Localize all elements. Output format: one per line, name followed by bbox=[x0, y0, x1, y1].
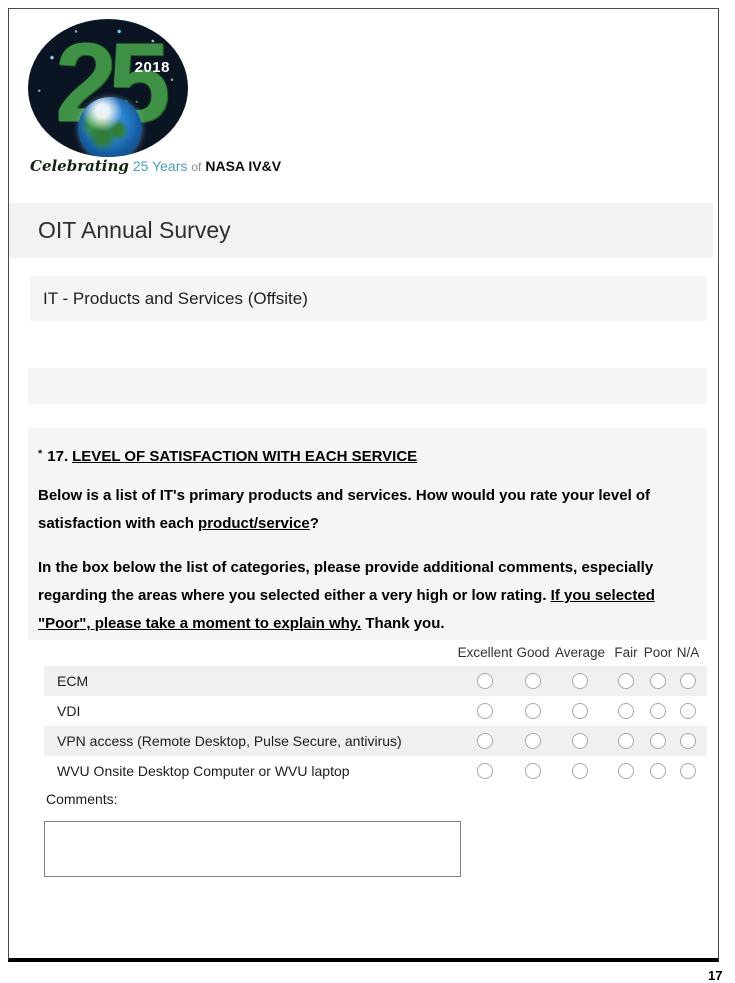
column-header-average: Average bbox=[554, 645, 606, 660]
question-intro-paragraph-2: In the box below the list of categories,… bbox=[38, 554, 693, 638]
column-header-excellent: Excellent bbox=[457, 645, 513, 660]
radio-vdi-na[interactable] bbox=[680, 703, 696, 719]
radio-ecm-good[interactable] bbox=[525, 673, 541, 689]
radio-wvu-average[interactable] bbox=[572, 763, 588, 779]
question-number: 17. bbox=[47, 448, 69, 465]
radio-vpn-na[interactable] bbox=[680, 733, 696, 749]
tagline-25-years: 25 Years bbox=[132, 158, 188, 174]
row-label: VDI bbox=[57, 703, 81, 719]
radio-vpn-good[interactable] bbox=[525, 733, 541, 749]
tagline-nasa-ivv: NASA IV&V bbox=[205, 158, 282, 174]
radio-vpn-average[interactable] bbox=[572, 733, 588, 749]
radio-vdi-poor[interactable] bbox=[650, 703, 666, 719]
table-row-vdi: VDI bbox=[44, 696, 707, 726]
column-header-poor: Poor bbox=[643, 645, 673, 660]
table-row-wvu-desktop: WVU Onsite Desktop Computer or WVU lapto… bbox=[44, 756, 707, 786]
survey-page: 25 2018 Celebrating 25 Years of NASA IV&V O… bbox=[8, 8, 719, 962]
comments-label: Comments: bbox=[46, 791, 118, 807]
para1-text: Below is a list of IT's primary products… bbox=[38, 487, 651, 532]
table-row-vpn: VPN access (Remote Desktop, Pulse Secure… bbox=[44, 726, 707, 756]
row-label: VPN access (Remote Desktop, Pulse Secure… bbox=[57, 733, 402, 749]
earth-globe-icon bbox=[78, 97, 142, 157]
page-number: 17 bbox=[708, 968, 723, 983]
radio-wvu-good[interactable] bbox=[525, 763, 541, 779]
rating-matrix: ECM VDI VPN access (Remote Desktop, Puls… bbox=[44, 666, 707, 786]
survey-title: OIT Annual Survey bbox=[38, 217, 231, 243]
radio-ecm-poor[interactable] bbox=[650, 673, 666, 689]
logo-year-badge: 2018 bbox=[134, 59, 170, 76]
column-header-fair: Fair bbox=[614, 645, 638, 660]
column-header-good: Good bbox=[516, 645, 550, 660]
logo-space-circle: 25 2018 bbox=[28, 19, 188, 157]
row-label: WVU Onsite Desktop Computer or WVU lapto… bbox=[57, 763, 350, 779]
para1-underlined-text: product/service bbox=[198, 515, 310, 532]
table-row-ecm: ECM bbox=[44, 666, 707, 696]
tagline-celebrating: Celebrating bbox=[30, 157, 129, 175]
question-title: LEVEL OF SATISFACTION WITH EACH SERVICE bbox=[72, 448, 418, 465]
radio-ecm-average[interactable] bbox=[572, 673, 588, 689]
para1-end: ? bbox=[309, 515, 319, 532]
column-header-na: N/A bbox=[676, 645, 700, 660]
logo-tagline: Celebrating 25 Years of NASA IV&V bbox=[30, 157, 281, 176]
radio-vpn-poor[interactable] bbox=[650, 733, 666, 749]
radio-wvu-fair[interactable] bbox=[618, 763, 634, 779]
para2-text: In the box below the list of categories,… bbox=[38, 559, 654, 604]
radio-vpn-excellent[interactable] bbox=[477, 733, 493, 749]
radio-ecm-excellent[interactable] bbox=[477, 673, 493, 689]
question-intro-paragraph-1: Below is a list of IT's primary products… bbox=[38, 482, 693, 538]
nasa-ivv-25th-logo: 25 2018 Celebrating 25 Years of NASA IV&V bbox=[28, 19, 281, 181]
question-heading: * 17. LEVEL OF SATISFACTION WITH EACH SERV… bbox=[38, 448, 693, 465]
empty-divider-bar bbox=[28, 368, 707, 404]
radio-vdi-good[interactable] bbox=[525, 703, 541, 719]
radio-wvu-excellent[interactable] bbox=[477, 763, 493, 779]
question-17-block: * 17. LEVEL OF SATISFACTION WITH EACH SERV… bbox=[28, 428, 707, 640]
required-asterisk: * bbox=[38, 448, 43, 460]
para2-end: Thank you. bbox=[361, 615, 445, 632]
radio-ecm-fair[interactable] bbox=[618, 673, 634, 689]
radio-vdi-fair[interactable] bbox=[618, 703, 634, 719]
survey-title-bar: OIT Annual Survey bbox=[9, 203, 713, 258]
tagline-of: of bbox=[191, 160, 202, 174]
radio-wvu-na[interactable] bbox=[680, 763, 696, 779]
radio-ecm-na[interactable] bbox=[680, 673, 696, 689]
para2-underlined-text: If you selected "Poor", please take a mo… bbox=[38, 587, 655, 632]
radio-wvu-poor[interactable] bbox=[650, 763, 666, 779]
section-title: IT - Products and Services (Offsite) bbox=[43, 289, 308, 308]
rating-column-headers: Excellent Good Average Fair Poor N/A bbox=[44, 645, 707, 663]
radio-vdi-average[interactable] bbox=[572, 703, 588, 719]
radio-vdi-excellent[interactable] bbox=[477, 703, 493, 719]
section-header-bar: IT - Products and Services (Offsite) bbox=[30, 276, 707, 321]
radio-vpn-fair[interactable] bbox=[618, 733, 634, 749]
row-label: ECM bbox=[57, 673, 89, 689]
comments-textarea[interactable] bbox=[44, 821, 461, 877]
